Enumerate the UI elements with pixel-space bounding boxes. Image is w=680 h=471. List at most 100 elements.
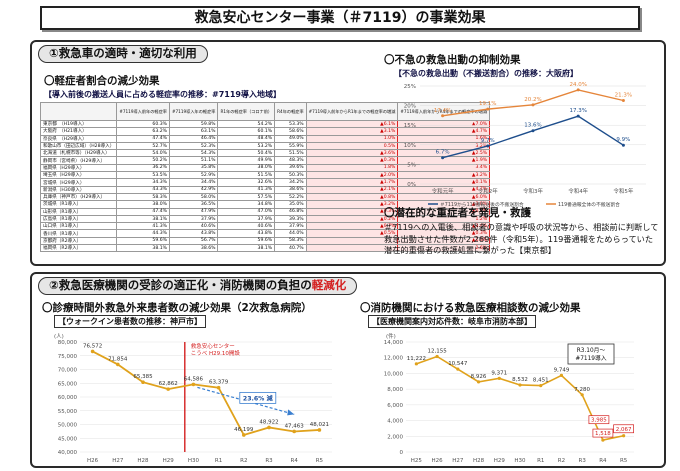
reduction-label: 23.6% 減 — [243, 394, 274, 402]
table-cell: 57.5% — [217, 192, 276, 202]
data-label: 65,385 — [133, 374, 153, 380]
x-tick-label: 令和2年 — [478, 187, 498, 195]
data-label-box — [613, 424, 634, 434]
data-point — [622, 434, 626, 438]
nonurgent-subtitle: 〇不急の救急出動の抑制効果 — [384, 54, 521, 66]
data-point — [441, 114, 445, 118]
data-point — [559, 373, 564, 378]
data-point — [441, 156, 445, 160]
table-cell: 41.3% — [116, 222, 170, 231]
table-cell: 59.6% — [116, 236, 170, 246]
table-header-cell: #7119導入年の軽症率 — [168, 102, 219, 121]
table-cell: 40.6% — [217, 222, 276, 231]
table-cell: 46.8% — [274, 207, 307, 216]
data-point — [267, 425, 271, 430]
table-cell: 52.3% — [168, 141, 219, 151]
series-line — [92, 350, 320, 437]
critical-text: ＃7119への入電後、相談者の意識や呼吸の状況等から、相談前に判断して救急出動さ… — [384, 222, 659, 255]
data-label: 2,067 — [616, 427, 632, 433]
data-label: 9.7% — [481, 138, 495, 144]
table-cell: 47.4% — [116, 134, 170, 143]
x-tick-label: H30 — [514, 458, 526, 464]
marker-label: こうべ H29.10開設 — [191, 349, 241, 357]
data-point — [531, 129, 535, 133]
table-cell: 兵庫県（神戸市）（H29導入） — [39, 192, 118, 202]
table-cell: 58.3% — [116, 192, 170, 202]
patients-subtitle: 〇診療時間外救急外来患者数の減少効果（2次救急病院） — [42, 302, 312, 314]
marker-label: 救急安心センター — [191, 342, 235, 350]
x-tick-label: H28 — [473, 458, 485, 464]
x-tick-label: R4 — [599, 458, 607, 464]
data-label: 17.3% — [569, 108, 586, 114]
data-label: 76,572 — [83, 343, 102, 349]
critical-subtitle: 〇潜在的な重症者を発見・救護 — [384, 207, 531, 219]
table-cell: 59.8% — [168, 119, 219, 129]
series-line — [442, 89, 624, 117]
table-cell: 53.5% — [116, 171, 170, 180]
table-cell: 広島県（R1導入） — [39, 214, 118, 224]
table-cell: 38.1% — [217, 244, 276, 253]
table-cell: 43.8% — [168, 229, 219, 238]
section-1-panel: ①救急車の適時・適切な利用 〇軽症者割合の減少効果 【導入前後の搬送人員に占める… — [30, 40, 666, 266]
data-point — [621, 143, 625, 147]
y-tick-label: 50,000 — [58, 423, 78, 429]
table-cell: 58.0% — [168, 192, 219, 202]
x-tick-label: R3 — [579, 458, 587, 464]
y-tick-label: 0 — [400, 450, 404, 456]
y-tick-label: 2,000 — [387, 434, 403, 440]
data-label: 62,862 — [159, 381, 178, 387]
table-cell: 49.9% — [217, 156, 276, 165]
data-point — [141, 380, 145, 384]
x-tick-label: H30 — [188, 458, 200, 464]
intro-badge — [567, 343, 615, 365]
consult-subtitle: 〇消防機関における救急医療相談数の減少効果 — [360, 302, 581, 314]
data-label: 64,586 — [184, 376, 204, 382]
data-point — [90, 349, 95, 354]
y-tick-label: 45,000 — [58, 436, 78, 442]
data-point — [601, 438, 605, 442]
data-point — [539, 383, 543, 388]
table-cell: 京都府（R2導入） — [39, 236, 118, 246]
table-cell: 福岡県（H29導入） — [39, 163, 118, 173]
section-2-panel: ②救急医療機関の受診の適正化・消防機関の負担の軽減化 〇診療時間外救急外来患者数… — [30, 272, 666, 468]
data-point — [486, 107, 490, 111]
mild-ratio-subtitle: 〇軽症者割合の減少効果 — [44, 75, 160, 87]
patients-caption: 【ウォークイン患者数の推移：神戸市】 — [54, 315, 206, 328]
table-cell: 静岡市（宮崎県）（H29導入） — [39, 156, 118, 165]
data-point — [580, 393, 584, 397]
data-label: 48,922 — [259, 419, 278, 425]
data-point — [191, 382, 196, 387]
data-label: 11,222 — [407, 356, 426, 362]
table-header-cell — [39, 102, 118, 121]
data-point — [576, 114, 580, 118]
table-cell: 51.5% — [274, 149, 307, 158]
data-label: 20.2% — [524, 97, 541, 103]
table-cell: 35.0% — [274, 200, 307, 209]
table-cell: 埼玉県（H29導入） — [39, 171, 118, 180]
table-cell: 58.6% — [274, 127, 307, 136]
data-point — [317, 428, 322, 432]
legend-label: ＃7119から119番転送後の不搬送割合 — [440, 201, 524, 208]
x-tick-label: 令和4年 — [568, 187, 588, 195]
x-tick-label: R4 — [291, 458, 299, 464]
table-row: 大阪府 （H21導入） 63.2% 63.1% 60.1% 58.6% ▲3.1% ▲4.7… — [39, 127, 491, 136]
data-label-box — [592, 428, 614, 438]
table-cell: 41.3% — [217, 185, 276, 194]
data-label: 13.6% — [524, 123, 541, 129]
table-cell: 40.6% — [168, 222, 219, 231]
intro-badge-label: R3.10月～ — [577, 347, 606, 354]
table-cell: 63.2% — [116, 127, 170, 136]
table-cell: 51.1% — [168, 156, 219, 165]
data-label: 8,451 — [533, 378, 549, 384]
table-cell: 38.0% — [116, 200, 170, 209]
y-tick-label: 80,000 — [58, 340, 78, 346]
table-cell: 奈良県 （H29導入） — [39, 134, 118, 143]
data-label: 17.4% — [434, 108, 451, 114]
table-cell: 47.4% — [116, 207, 170, 216]
data-point — [621, 99, 625, 103]
table-cell: 2.6% — [397, 244, 491, 253]
highlight-label: 3,985 — [591, 418, 607, 424]
x-tick-label: H29 — [163, 458, 175, 464]
x-tick-label: H28 — [137, 458, 149, 464]
y-unit-label: (人) — [54, 333, 64, 340]
